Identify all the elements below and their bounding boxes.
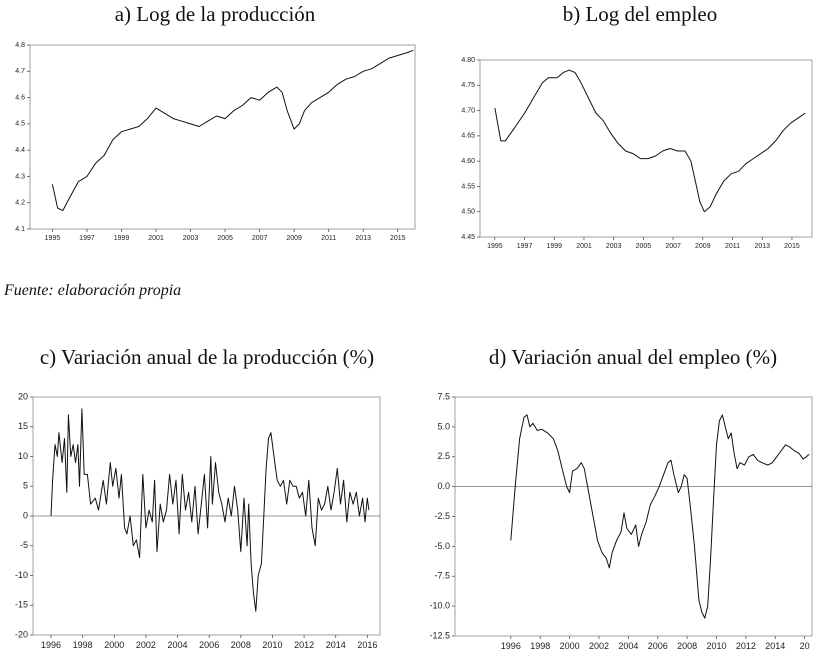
x-tick-label: 2012 xyxy=(294,640,314,650)
x-tick-label: 2005 xyxy=(636,243,652,250)
x-tick-label: 1999 xyxy=(114,235,130,242)
x-tick-label: 2013 xyxy=(754,243,770,250)
x-tick-label: 2000 xyxy=(560,641,580,651)
x-tick-label: 1996 xyxy=(501,641,521,651)
x-tick-label: 2002 xyxy=(136,640,156,650)
y-tick-label: -20 xyxy=(15,629,28,639)
plot-frame xyxy=(454,396,813,637)
chart-title: a) Log de la producción xyxy=(115,2,316,26)
y-tick-label: 4.80 xyxy=(461,57,475,64)
x-tick-label: 2006 xyxy=(648,641,668,651)
y-tick-label: 4.7 xyxy=(15,68,25,75)
data-line xyxy=(510,414,810,619)
y-tick-label: -12.5 xyxy=(429,630,450,640)
y-tick-label: 4.45 xyxy=(461,234,475,241)
y-tick-label: 5.0 xyxy=(437,421,450,431)
x-tick-label: 2009 xyxy=(286,235,302,242)
y-tick-label: 4.55 xyxy=(461,183,475,190)
x-tick-label: 2011 xyxy=(321,235,336,242)
x-tick-label: 2003 xyxy=(606,243,622,250)
y-tick-label: 4.75 xyxy=(461,82,475,89)
x-tick-label: 1995 xyxy=(45,235,61,242)
y-tick-label: 2.5 xyxy=(437,451,450,461)
x-tick-label: 2014 xyxy=(326,640,346,650)
x-tick-label: 2016 xyxy=(357,640,377,650)
chart-title: d) Variación anual del empleo (%) xyxy=(489,345,777,369)
plot-frame xyxy=(479,59,813,238)
y-tick-label: 4.3 xyxy=(15,173,25,180)
chart-title: c) Variación anual de la producción (%) xyxy=(40,345,374,369)
x-tick-label: 1998 xyxy=(73,640,93,650)
x-tick-label: 1997 xyxy=(517,243,533,250)
y-tick-label: 4.50 xyxy=(461,209,475,216)
plot-frame xyxy=(29,44,416,230)
y-tick-label: -10 xyxy=(15,570,28,580)
y-tick-label: 4.4 xyxy=(15,147,25,154)
y-tick-label: -2.5 xyxy=(434,511,450,521)
x-tick-label: 1998 xyxy=(530,641,550,651)
x-tick-label: 2009 xyxy=(695,243,711,250)
x-tick-label: 2014 xyxy=(765,641,785,651)
x-tick-label: 2008 xyxy=(677,641,697,651)
data-line xyxy=(51,49,414,212)
x-tick-label: 1996 xyxy=(41,640,61,650)
y-tick-label: 4.5 xyxy=(15,121,25,128)
y-tick-label: 15 xyxy=(18,421,28,431)
data-line xyxy=(494,69,806,213)
y-tick-label: 20 xyxy=(18,391,28,401)
x-tick-label: 2012 xyxy=(736,641,756,651)
y-tick-label: 0 xyxy=(23,510,28,520)
x-tick-label: 2010 xyxy=(706,641,726,651)
y-tick-label: 5 xyxy=(23,481,28,491)
x-tick-label: 2015 xyxy=(784,243,800,250)
y-tick-label: 0.0 xyxy=(437,481,450,491)
source-note: Fuente: elaboración propia xyxy=(3,282,181,299)
x-tick-label: 1995 xyxy=(487,243,503,250)
y-tick-label: 4.70 xyxy=(461,107,475,114)
x-tick-label: 2008 xyxy=(231,640,251,650)
y-tick-label: -7.5 xyxy=(434,571,450,581)
x-tick-label: 1999 xyxy=(546,243,562,250)
x-tick-label: 2001 xyxy=(576,243,592,250)
x-tick-label: 20 xyxy=(800,641,810,651)
x-tick-label: 2003 xyxy=(183,235,199,242)
y-tick-label: -15 xyxy=(15,600,28,610)
y-tick-label: 7.5 xyxy=(437,391,450,401)
x-tick-label: 2006 xyxy=(199,640,219,650)
y-tick-label: -5.0 xyxy=(434,541,450,551)
x-tick-label: 2010 xyxy=(262,640,282,650)
x-tick-label: 2004 xyxy=(168,640,188,650)
y-tick-label: 4.6 xyxy=(15,94,25,101)
x-tick-label: 2013 xyxy=(355,235,371,242)
x-tick-label: 2001 xyxy=(148,235,164,242)
x-tick-label: 1997 xyxy=(79,235,95,242)
y-tick-label: 4.8 xyxy=(15,42,25,49)
x-tick-label: 2002 xyxy=(589,641,609,651)
y-tick-label: 4.65 xyxy=(461,133,475,140)
y-tick-label: 4.2 xyxy=(15,200,25,207)
x-tick-label: 2000 xyxy=(104,640,124,650)
x-tick-label: 2011 xyxy=(725,243,740,250)
x-tick-label: 2007 xyxy=(665,243,681,250)
y-tick-label: 4.1 xyxy=(15,226,25,233)
x-tick-label: 2005 xyxy=(217,235,233,242)
data-line xyxy=(50,408,370,612)
y-tick-label: 10 xyxy=(18,451,28,461)
chart-title: b) Log del empleo xyxy=(563,2,718,26)
x-tick-label: 2007 xyxy=(252,235,268,242)
x-tick-label: 2015 xyxy=(390,235,406,242)
y-tick-label: -5 xyxy=(20,540,28,550)
y-tick-label: 4.60 xyxy=(461,158,475,165)
y-tick-label: -10.0 xyxy=(429,601,450,611)
x-tick-label: 2004 xyxy=(618,641,638,651)
